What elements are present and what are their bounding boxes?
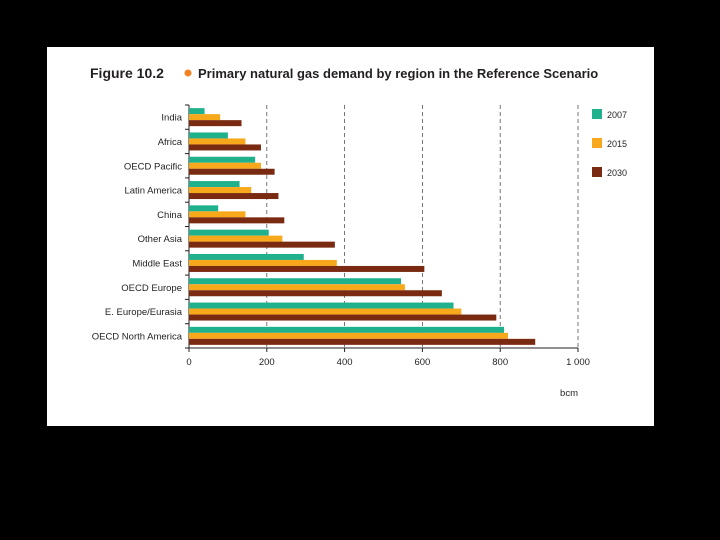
x-tick-label: 400 <box>337 357 353 368</box>
bar-2015-oecd-europe <box>189 284 405 291</box>
bar-2030-africa <box>189 144 261 151</box>
bar-2030-oecd-pacific <box>189 168 275 175</box>
x-axis-unit-label: bcm <box>560 388 578 399</box>
bar-2030-e-europe-eurasia <box>189 314 497 321</box>
bar-2007-latin-america <box>189 181 240 188</box>
category-label: OECD Europe <box>121 283 182 294</box>
bar-2015-china <box>189 211 246 218</box>
x-tick-label: 600 <box>414 357 430 368</box>
bar-2015-india <box>189 114 221 121</box>
bar-2007-middle-east <box>189 253 304 260</box>
figure-title: Primary natural gas demand by region in … <box>198 66 598 81</box>
bar-2015-africa <box>189 138 246 145</box>
bar-2007-oecd-north-america <box>189 326 505 333</box>
bar-2015-latin-america <box>189 187 252 194</box>
bars <box>189 108 536 345</box>
bar-2030-middle-east <box>189 265 425 272</box>
category-label: China <box>157 210 183 221</box>
figure-bullet-icon <box>184 69 192 77</box>
bar-2030-oecd-north-america <box>189 338 536 345</box>
category-label: E. Europe/Eurasia <box>105 307 183 318</box>
bar-2007-india <box>189 108 205 115</box>
category-label: OECD Pacific <box>124 161 182 172</box>
bar-2030-other-asia <box>189 241 335 248</box>
bar-2007-china <box>189 205 219 212</box>
x-tick-label: 800 <box>492 357 508 368</box>
legend-label-2030: 2030 <box>607 168 627 178</box>
category-labels: India Africa OECD Pacific Latin America Chin… <box>92 113 183 343</box>
bar-2007-africa <box>189 132 228 139</box>
legend: 2007 2015 2030 <box>592 109 627 178</box>
bar-2030-oecd-europe <box>189 290 442 297</box>
bar-2007-oecd-europe <box>189 278 402 285</box>
legend-swatch-2007 <box>592 109 602 119</box>
bar-2007-other-asia <box>189 229 269 236</box>
bar-2015-other-asia <box>189 235 283 242</box>
figure-panel: Figure 10.2 Primary natural gas demand b… <box>47 47 654 426</box>
category-label: OECD North America <box>92 331 183 342</box>
bar-2030-latin-america <box>189 193 279 200</box>
bar-2030-india <box>189 120 242 127</box>
x-tick-label: 200 <box>259 357 275 368</box>
x-tick-label: 0 <box>186 357 191 368</box>
x-tick-label: 1 000 <box>566 357 590 368</box>
category-label: India <box>161 113 182 124</box>
bar-2015-oecd-pacific <box>189 162 261 169</box>
bar-2007-e-europe-eurasia <box>189 302 454 309</box>
bar-2015-e-europe-eurasia <box>189 308 462 315</box>
tick-labels: 0 200 400 600 800 1 000 <box>186 357 590 368</box>
bar-2015-oecd-north-america <box>189 332 508 339</box>
bar-2030-china <box>189 217 285 224</box>
legend-label-2015: 2015 <box>607 139 627 149</box>
figure-label: Figure 10.2 <box>90 65 164 81</box>
legend-swatch-2030 <box>592 167 602 177</box>
category-label: Middle East <box>132 258 182 269</box>
category-label: Africa <box>158 137 183 148</box>
legend-label-2007: 2007 <box>607 110 627 120</box>
bar-2015-middle-east <box>189 259 337 266</box>
category-label: Other Asia <box>138 234 183 245</box>
grid <box>266 105 579 348</box>
bar-2007-oecd-pacific <box>189 156 256 163</box>
category-label: Latin America <box>124 186 182 197</box>
legend-swatch-2015 <box>592 138 602 148</box>
chart: Figure 10.2 Primary natural gas demand b… <box>90 65 627 399</box>
